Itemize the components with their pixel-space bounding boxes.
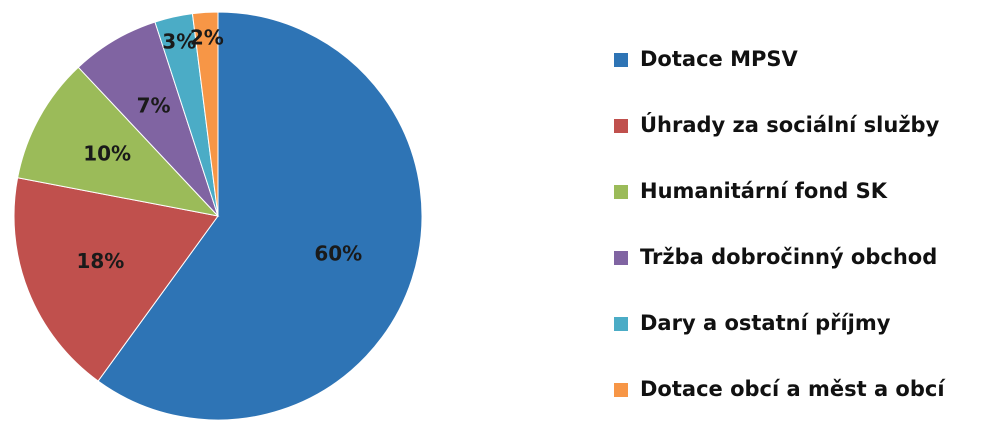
pie-slice <box>97 11 423 421</box>
slice-label: 10% <box>83 142 131 166</box>
legend-swatch <box>614 185 628 199</box>
slice-label: 18% <box>76 249 124 273</box>
legend-swatch <box>614 317 628 331</box>
legend-label: Dotace MPSV <box>640 47 798 71</box>
legend-label: Tržba dobročinný obchod <box>640 245 937 269</box>
slice-label: 60% <box>314 242 362 266</box>
legend-label: Humanitární fond SK <box>640 179 888 203</box>
legend-label: Dotace obcí a měst a obcí <box>640 377 946 401</box>
pie-slice <box>191 11 219 217</box>
legend-label: Dary a ostatní příjmy <box>640 311 891 335</box>
legend-swatch <box>614 53 628 67</box>
slice-label: 2% <box>190 25 224 49</box>
legend-swatch <box>614 251 628 265</box>
pie-slice <box>13 177 219 382</box>
slice-label: 3% <box>162 29 196 53</box>
slice-label: 7% <box>137 94 171 118</box>
pie-slice <box>17 66 220 217</box>
legend-swatch <box>614 383 628 397</box>
legend-label: Úhrady za sociální služby <box>640 112 940 137</box>
legend-swatch <box>614 119 628 133</box>
